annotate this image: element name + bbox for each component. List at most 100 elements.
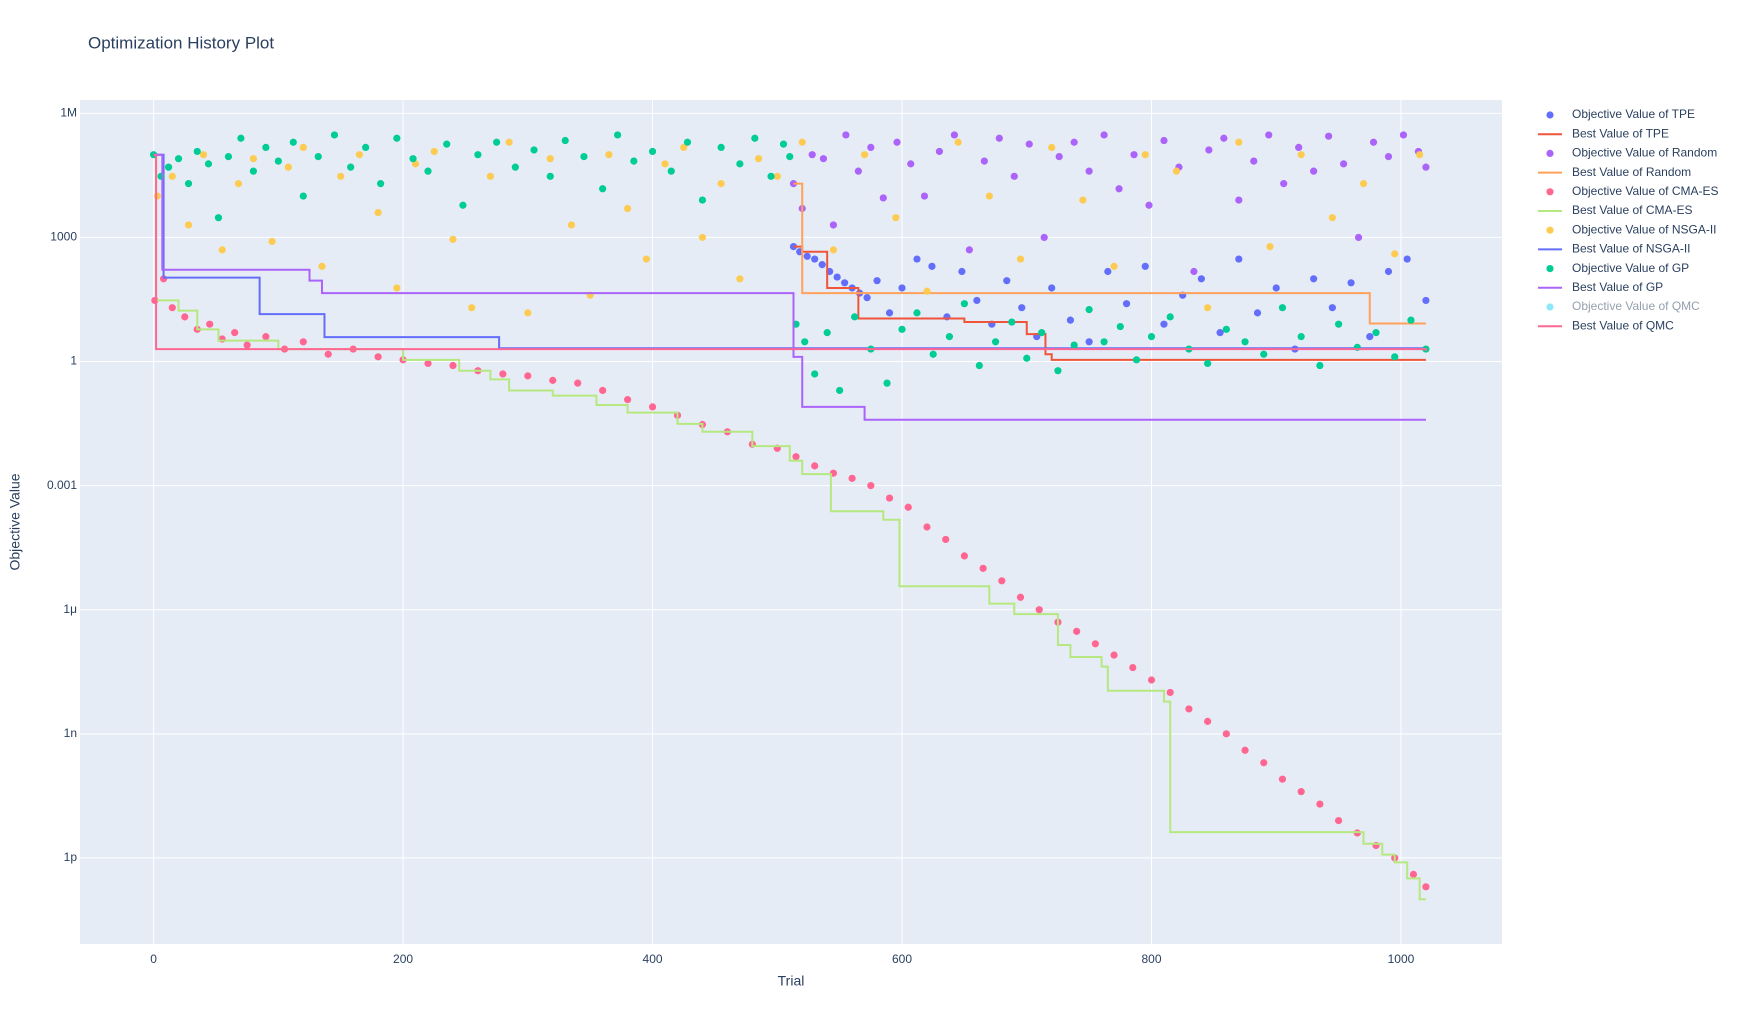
point [424,359,432,368]
point [449,361,457,370]
point [374,208,382,217]
point [1141,151,1149,159]
point [168,304,176,312]
legend-item[interactable]: Objective Value of NSGA-II [1546,222,1717,236]
point [184,221,193,229]
legend-label: Objective Value of TPE [1572,107,1695,121]
point [965,246,973,254]
point [567,221,576,229]
point [786,152,794,161]
legend-marker [1546,226,1554,234]
legend-item[interactable]: Best Value of GP [1538,280,1663,294]
legend-label: Objective Value of CMA-ES [1572,184,1719,198]
point [1310,167,1318,175]
legend-item[interactable]: Objective Value of Random [1546,146,1717,160]
point [599,185,607,193]
point [923,523,931,531]
legend-item[interactable]: Objective Value of CMA-ES [1546,184,1719,198]
point [823,329,831,337]
point [1197,275,1205,283]
legend-item[interactable]: Best Value of CMA-ES [1538,203,1693,217]
point [1040,233,1048,242]
point [1048,143,1056,152]
best-line [153,153,1426,421]
point [811,462,819,470]
point [920,192,929,200]
point [1422,883,1430,891]
point [1035,606,1043,614]
point [1079,196,1087,204]
legend-item[interactable]: Best Value of NSGA-II [1538,242,1691,256]
y-tick-label: 1μ [63,602,77,616]
legend-label: Objective Value of GP [1572,261,1689,275]
point [1372,329,1380,337]
point [153,192,161,200]
best-line [793,245,1426,361]
point [767,172,775,180]
x-tick-label: 0 [150,952,157,966]
point [1241,746,1249,754]
point [929,350,937,358]
point [1266,243,1274,251]
point [511,163,519,171]
legend: Objective Value of TPE Best Value of TPE O… [1538,107,1719,332]
point [1008,318,1016,326]
x-axis-title: Trial [778,973,805,989]
point [841,279,849,287]
point [204,160,213,168]
point [409,155,417,163]
point [1100,338,1108,346]
point [1310,275,1318,283]
point [913,309,921,317]
point [960,300,968,308]
point [942,535,950,544]
point [1085,306,1093,314]
point [945,333,954,341]
point [991,338,1000,346]
point [913,255,921,263]
point [717,180,725,188]
chart-title: Optimization History Plot [88,33,274,52]
x-tick-label: 800 [1141,952,1161,966]
legend-item[interactable]: Objective Value of QMC [1546,299,1700,313]
legend-marker [1546,188,1554,196]
point [206,320,214,328]
point [1403,255,1411,263]
point [667,167,675,175]
point [950,131,959,139]
point [1216,329,1224,337]
x-tick-label: 400 [643,952,663,966]
point [928,262,936,270]
point [985,192,993,200]
point [393,134,401,142]
point [468,304,476,312]
point [1316,800,1324,808]
point [1205,146,1213,154]
point [1016,255,1025,263]
point [1328,214,1336,222]
point [1116,322,1124,331]
point [836,386,844,395]
point [499,370,507,378]
point [860,151,869,159]
point [1250,157,1258,165]
point [430,147,438,156]
point [299,338,307,346]
point [1085,167,1093,175]
point [184,180,193,188]
point [851,313,859,321]
point [1328,304,1336,312]
point [1260,759,1268,767]
legend-item[interactable]: Objective Value of GP [1546,261,1689,275]
legend-item[interactable]: Best Value of QMC [1538,318,1674,332]
point [717,143,725,152]
point [661,160,669,168]
y-tick-label: 1 [70,354,77,368]
point [1172,167,1181,175]
legend-item[interactable]: Best Value of TPE [1538,126,1669,140]
point [1160,320,1168,328]
legend-item[interactable]: Best Value of Random [1538,165,1691,179]
point [698,196,707,204]
point [958,267,966,276]
legend-item[interactable]: Objective Value of TPE [1546,107,1695,121]
